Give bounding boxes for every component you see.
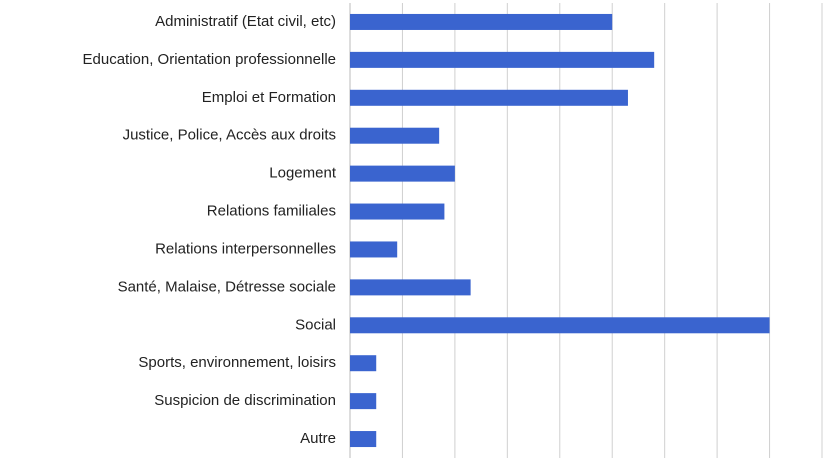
y-tick-label: Social — [295, 316, 336, 333]
bar — [350, 317, 770, 334]
bar — [350, 431, 377, 448]
bar — [350, 203, 445, 220]
bar — [350, 51, 655, 68]
bar — [350, 279, 471, 296]
y-tick-label: Autre — [300, 430, 336, 447]
y-tick-label: Sports, environnement, loisirs — [138, 354, 336, 371]
bar — [350, 393, 377, 410]
y-tick-label: Santé, Malaise, Détresse sociale — [118, 278, 336, 295]
y-tick-label: Education, Orientation professionnelle — [83, 51, 337, 68]
bar — [350, 127, 440, 144]
bar — [350, 13, 613, 30]
bar — [350, 165, 455, 182]
y-tick-label: Relations interpersonnelles — [155, 240, 336, 257]
y-tick-label: Administratif (Etat civil, etc) — [155, 13, 336, 30]
y-tick-label: Logement — [269, 165, 337, 182]
bar — [350, 241, 398, 258]
y-tick-label: Suspicion de discrimination — [154, 392, 336, 409]
bar — [350, 355, 377, 372]
bar — [350, 89, 628, 106]
y-tick-label: Emploi et Formation — [202, 89, 336, 106]
y-tick-label: Relations familiales — [207, 203, 336, 220]
y-tick-label: Justice, Police, Accès aux droits — [123, 127, 336, 144]
